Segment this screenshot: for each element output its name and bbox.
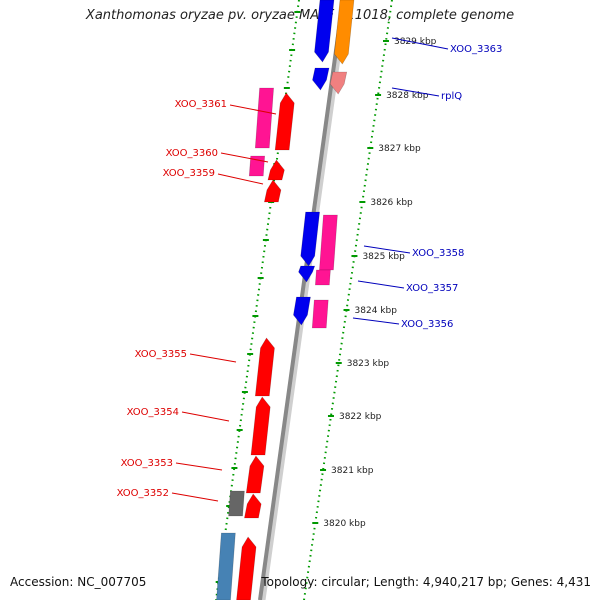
gene-xoo3358-pink <box>319 214 338 271</box>
gene-xoo3355 <box>254 337 275 397</box>
gene-label-reverse: XOO_3357 <box>406 283 458 294</box>
gene-label-forward: XOO_3353 <box>121 458 173 469</box>
gene-label-reverse: XOO_3363 <box>450 44 502 55</box>
gene-label-forward: XOO_3360 <box>166 148 218 159</box>
gene-xoo3358-blue <box>300 211 320 267</box>
gene-rev-3363-blue <box>314 0 335 63</box>
gene-label-forward: XOO_3354 <box>127 407 179 418</box>
tick-label: 3824 kbp <box>355 306 398 316</box>
gene-label-forward: XOO_3355 <box>135 349 187 360</box>
leader-line-reverse <box>357 280 405 289</box>
ruler-dotted-lines <box>215 0 393 600</box>
tick-label: 3829 kbp <box>394 37 437 47</box>
leader-line-reverse <box>352 317 400 325</box>
gene-lower-steelblue <box>216 532 236 600</box>
leader-line-forward <box>217 173 264 185</box>
gene-lower-red <box>236 536 257 600</box>
gene-labels: XOO_3363 rplQ XOO_3358 XOO_3357 XOO_3356 XOO_… <box>117 44 503 499</box>
gene-xoo3357-pink <box>315 269 331 286</box>
gene-xoo3357-blue <box>298 265 316 283</box>
tick-label: 3822 kbp <box>339 412 382 422</box>
gene-features <box>216 0 355 600</box>
leader-line-reverse <box>391 37 449 50</box>
gene-xoo3359-a <box>267 159 285 181</box>
genome-summary: Topology: circular; Length: 4,940,217 bp… <box>261 575 591 589</box>
tick-label: 3827 kbp <box>378 144 421 154</box>
gene-label-forward: XOO_3359 <box>163 168 215 179</box>
tick-label: 3823 kbp <box>347 359 390 369</box>
gene-xoo3354 <box>250 396 271 456</box>
gene-label-forward: XOO_3361 <box>175 99 227 110</box>
gene-label-reverse: XOO_3356 <box>401 319 453 330</box>
leader-line-forward <box>171 492 219 502</box>
ruler-line-right <box>303 0 393 600</box>
gene-xoo3356-pink <box>311 299 329 329</box>
ruler-line-left <box>215 0 300 600</box>
gene-xoo3352-red <box>244 493 262 519</box>
tick-label: 3825 kbp <box>362 252 405 262</box>
tick-label: 3826 kbp <box>370 198 413 208</box>
gene-xoo3361-upper <box>254 87 274 149</box>
accession-text: Accession: NC_007705 <box>10 575 147 589</box>
gene-xoo3361-arrow <box>274 92 295 151</box>
gene-xoo3352-gray <box>228 490 245 517</box>
gene-rev-3363-orange <box>334 0 355 65</box>
gene-xoo3353 <box>245 455 265 494</box>
leader-line-reverse <box>363 245 411 254</box>
gene-rev-rplq-blue <box>312 67 330 91</box>
label-leader-lines <box>171 37 449 502</box>
gene-xoo3356-blue <box>293 296 311 326</box>
map-title: Xanthomonas oryzae pv. oryzae MAFF 31101… <box>85 8 515 23</box>
kbp-ticks: 3829 kbp 3828 kbp 3827 kbp 3826 kbp 3825 kbp… <box>312 37 437 529</box>
gene-rev-rplq-salmon <box>329 71 348 95</box>
tick-label: 3820 kbp <box>323 519 366 529</box>
leader-line-forward <box>189 353 237 363</box>
tick-label: 3821 kbp <box>331 466 374 476</box>
gene-label-reverse: XOO_3358 <box>412 248 464 259</box>
gene-label-forward: XOO_3352 <box>117 488 169 499</box>
leader-line-forward <box>175 462 223 471</box>
leader-line-forward <box>181 411 230 422</box>
tick-label: 3828 kbp <box>386 91 429 101</box>
gene-xoo3359-b <box>263 179 282 203</box>
gene-label-reverse: rplQ <box>441 91 462 102</box>
leader-line-forward <box>229 104 277 115</box>
leader-line-forward <box>220 152 269 163</box>
leader-line-reverse <box>391 87 440 97</box>
